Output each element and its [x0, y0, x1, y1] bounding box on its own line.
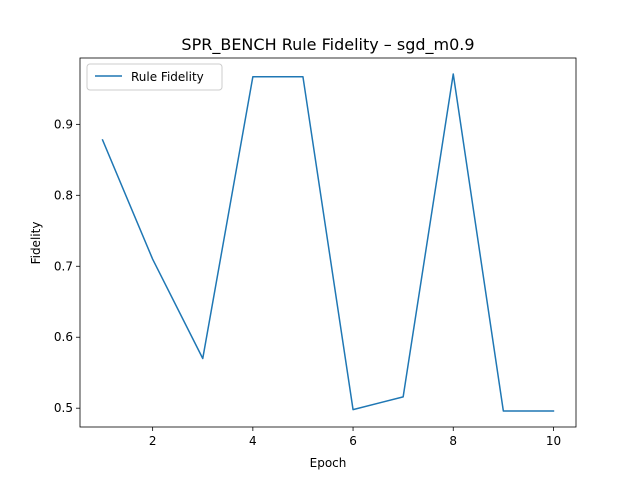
x-tick-label: 2 — [149, 434, 157, 448]
y-axis-label: Fidelity — [29, 222, 43, 265]
x-tick-label: 8 — [449, 434, 457, 448]
x-tick-label: 10 — [546, 434, 561, 448]
y-tick-label: 0.7 — [54, 259, 73, 273]
x-axis-label: Epoch — [310, 456, 347, 470]
legend: Rule Fidelity — [86, 63, 223, 91]
y-axis: 0.5 0.6 0.7 0.8 0.9 — [54, 117, 80, 415]
x-axis: 2 4 6 8 10 — [149, 427, 561, 448]
chart-title: SPR_BENCH Rule Fidelity – sgd_m0.9 — [181, 35, 474, 55]
series-layer — [101, 73, 555, 412]
y-tick-label: 0.8 — [54, 188, 73, 202]
plot-area-frame — [79, 57, 577, 428]
legend-box — [86, 63, 223, 91]
x-tick-label: 4 — [249, 434, 257, 448]
y-tick-label: 0.6 — [54, 330, 73, 344]
y-tick-label: 0.5 — [54, 401, 73, 415]
x-tick-label: 6 — [349, 434, 357, 448]
legend-label-rule-fidelity: Rule Fidelity — [131, 70, 204, 84]
y-tick-label: 0.9 — [54, 117, 73, 131]
series-line-0 — [101, 73, 555, 412]
